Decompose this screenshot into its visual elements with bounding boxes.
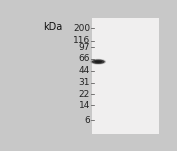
Ellipse shape: [90, 59, 106, 65]
Text: 97: 97: [79, 43, 90, 52]
Text: 31: 31: [79, 78, 90, 87]
Ellipse shape: [94, 61, 102, 63]
Bar: [92, 18, 159, 134]
Text: 116: 116: [73, 36, 90, 45]
Text: 14: 14: [79, 101, 90, 110]
Text: 22: 22: [79, 90, 90, 99]
Text: 200: 200: [73, 24, 90, 32]
Text: 6: 6: [84, 116, 90, 125]
Text: 66: 66: [79, 54, 90, 63]
Text: 44: 44: [79, 66, 90, 75]
Ellipse shape: [92, 59, 105, 64]
Text: kDa: kDa: [43, 22, 62, 32]
